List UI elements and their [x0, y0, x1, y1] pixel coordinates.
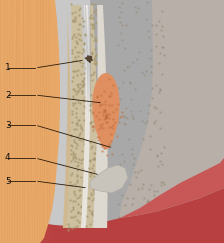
Polygon shape — [84, 5, 91, 228]
Polygon shape — [86, 5, 98, 228]
Text: 4: 4 — [5, 154, 11, 163]
Polygon shape — [93, 5, 108, 228]
Polygon shape — [90, 165, 128, 193]
Text: 2: 2 — [5, 90, 11, 99]
Polygon shape — [118, 0, 224, 243]
Polygon shape — [90, 0, 224, 243]
Text: 3: 3 — [5, 121, 11, 130]
Polygon shape — [0, 0, 60, 243]
Polygon shape — [81, 5, 89, 228]
Polygon shape — [120, 158, 224, 218]
Polygon shape — [67, 5, 86, 228]
Text: 1: 1 — [5, 63, 11, 72]
Polygon shape — [93, 73, 120, 149]
Text: 5: 5 — [5, 176, 11, 185]
Polygon shape — [63, 5, 72, 228]
Polygon shape — [0, 188, 224, 243]
